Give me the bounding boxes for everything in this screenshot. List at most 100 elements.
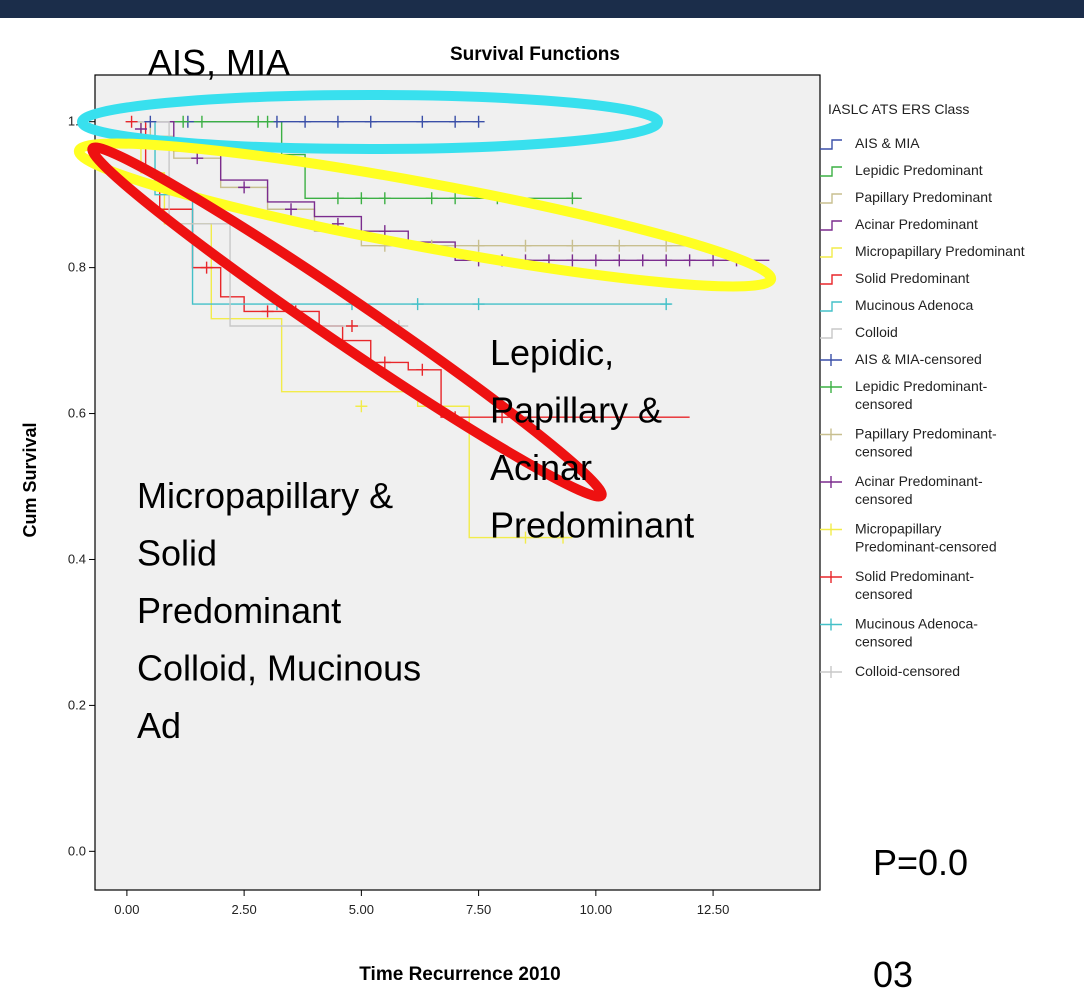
censored-mark — [425, 192, 438, 205]
legend-swatch — [820, 666, 842, 678]
annotation: Lepidic, — [490, 332, 614, 373]
legend-label: Lepidic Predominant-censored — [855, 378, 988, 412]
legend-label: Acinar Predominant-censored — [855, 473, 983, 507]
annotation: P=0.0 — [873, 842, 968, 883]
censored-mark — [416, 363, 429, 376]
x-tick-label: 12.50 — [697, 902, 730, 917]
legend-label: Papillary Predominant-censored — [855, 426, 997, 460]
censored-mark — [683, 254, 696, 267]
legend-label-line: Papillary Predominant- — [855, 426, 997, 442]
censored-mark — [660, 298, 673, 311]
legend-label-line: censored — [855, 396, 913, 412]
censored-mark — [519, 531, 532, 544]
censored-mark — [144, 115, 157, 128]
censored-mark — [411, 298, 424, 311]
censored-mark — [200, 261, 213, 274]
censored-mark — [331, 115, 344, 128]
censored-mark — [299, 115, 312, 128]
censored-mark — [566, 192, 579, 205]
legend-label-line: Acinar Predominant- — [855, 473, 983, 489]
legend-swatch — [820, 476, 842, 488]
annotation: 03 — [873, 954, 913, 995]
y-axis-label: Cum Survival — [20, 422, 40, 537]
ellipse-yellow — [73, 138, 777, 292]
censored-mark — [416, 115, 429, 128]
legend-label: Lepidic Predominant — [855, 162, 983, 178]
legend-label-line: censored — [855, 586, 913, 602]
x-tick-label: 2.50 — [231, 902, 256, 917]
censored-mark — [331, 192, 344, 205]
annotation: Solid — [137, 533, 217, 574]
legend-swatch — [820, 193, 842, 204]
chart-title: Survival Functions — [450, 44, 620, 65]
legend-swatch — [820, 166, 842, 177]
censored-mark — [660, 254, 673, 267]
legend-swatch — [820, 381, 842, 393]
ellipse-red — [87, 142, 607, 502]
top-bar — [0, 0, 1084, 18]
legend-swatch — [820, 428, 842, 441]
legend-swatch — [820, 354, 842, 366]
annotation: Micropapillary & — [137, 475, 393, 516]
x-tick-label: 7.50 — [466, 902, 491, 917]
censored-mark — [449, 115, 462, 128]
legend-label: Mucinous Adenoca — [855, 297, 974, 313]
legend-label: Solid Predominant-censored — [855, 568, 974, 602]
plot-layer: 0.00.20.40.60.81.00.00 2.50 5.00 7.50 10.00 1… — [68, 114, 770, 917]
censored-mark — [613, 254, 626, 267]
legend-swatch — [820, 328, 842, 339]
y-tick-label: 0.4 — [68, 551, 86, 566]
censored-mark — [378, 192, 391, 205]
legend-label-line: Lepidic Predominant- — [855, 378, 988, 394]
legend-label-line: Predominant-censored — [855, 539, 997, 555]
legend-swatch — [820, 220, 842, 231]
censored-mark — [364, 115, 377, 128]
censored-mark — [238, 181, 251, 194]
legend-swatch — [820, 618, 842, 631]
legend-label: Micropapillary Predominant-censored — [855, 521, 997, 555]
censored-mark — [660, 239, 673, 252]
censored-mark — [519, 239, 532, 252]
censored-mark — [496, 411, 509, 424]
x-axis-label: Time Recurrence 2010 — [359, 964, 560, 985]
censored-mark — [472, 239, 485, 252]
legend-swatch — [820, 247, 842, 258]
legend-label: AIS & MIA — [855, 135, 920, 151]
annotation: AIS, MIA — [148, 42, 290, 83]
legend-title: IASLC ATS ERS Class — [828, 101, 969, 117]
y-tick-label: 0.0 — [68, 843, 86, 858]
legend-label: Acinar Predominant — [855, 216, 978, 232]
legend-swatch — [820, 523, 842, 536]
annotation: Papillary & — [490, 390, 662, 431]
censored-mark — [355, 192, 368, 205]
legend-label: Colloid — [855, 324, 898, 340]
legend: AIS & MIA Lepidic Predominant Papillary Pr… — [820, 135, 1025, 679]
annotation: Acinar — [490, 447, 592, 488]
censored-mark — [589, 254, 602, 267]
censored-mark — [566, 254, 579, 267]
x-tick-label: 0.00 — [114, 902, 139, 917]
censored-mark — [636, 254, 649, 267]
legend-swatch — [820, 571, 842, 583]
legend-label: Mucinous Adenoca-censored — [855, 616, 978, 650]
legend-label: Solid Predominant — [855, 270, 970, 286]
x-tick-label: 5.00 — [349, 902, 374, 917]
legend-label-line: Mucinous Adenoca- — [855, 616, 978, 632]
censored-mark — [191, 152, 204, 165]
y-tick-label: 0.8 — [68, 260, 86, 275]
censored-mark — [134, 122, 147, 135]
censored-mark — [378, 356, 391, 369]
censored-mark — [345, 319, 358, 332]
legend-label-line: Micropapillary — [855, 521, 945, 537]
legend-label: Colloid-censored — [855, 663, 960, 679]
censored-mark — [285, 203, 298, 216]
legend-swatch — [820, 139, 842, 150]
survival-curve — [126, 120, 409, 327]
legend-label-line: censored — [855, 634, 913, 650]
annotation: Predominant — [137, 590, 341, 631]
censored-mark — [613, 239, 626, 252]
censored-mark — [557, 531, 570, 544]
censored-mark — [261, 115, 274, 128]
censored-mark — [177, 115, 190, 128]
